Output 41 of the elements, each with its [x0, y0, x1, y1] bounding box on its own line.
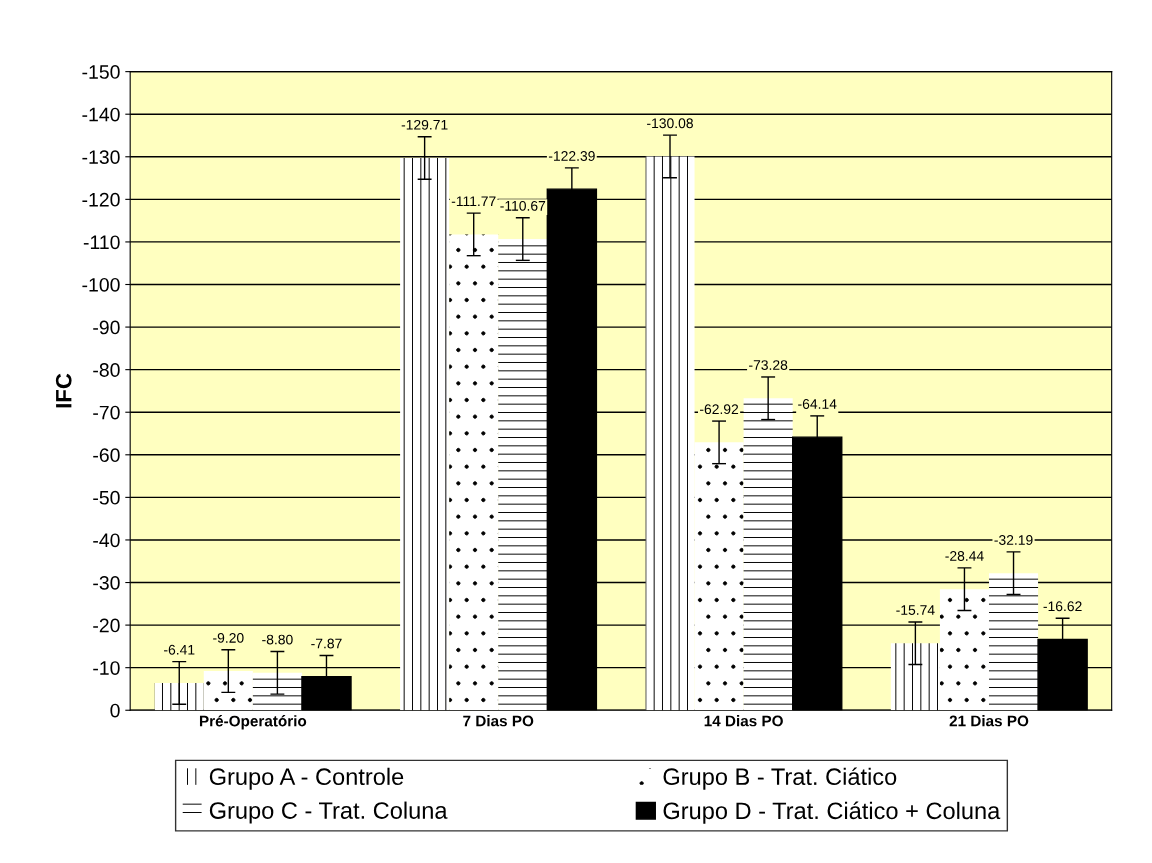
legend-label: Grupo D - Trat. Ciático + Coluna [663, 801, 1001, 824]
y-tick-label: -80 [93, 363, 120, 377]
data-label: -122.39 [548, 151, 595, 161]
x-tick-label: 14 Dias PO [704, 715, 783, 727]
y-tick-label: 0 [110, 703, 120, 718]
data-label: -73.28 [749, 360, 788, 370]
y-tick-label: -70 [93, 405, 120, 420]
x-tick-label: 7 Dias PO [463, 715, 534, 727]
data-label: -111.77 [451, 196, 496, 206]
y-tick-label: -50 [93, 490, 120, 505]
legend-label: Grupo C - Trat. Coluna [209, 801, 448, 824]
y-tick-label: -20 [93, 618, 120, 633]
y-tick-label: -130 [82, 150, 120, 165]
y-tick-label: -150 [82, 65, 120, 79]
data-label: -64.14 [798, 399, 837, 409]
legend-label: Grupo A - Controle [209, 767, 404, 790]
data-label: -15.74 [896, 605, 935, 615]
data-label: -129.71 [401, 119, 448, 130]
y-tick-label: -90 [93, 320, 120, 335]
y-tick-label: -40 [93, 533, 120, 548]
y-tick-label: -140 [82, 107, 120, 122]
x-tick-label: 21 Dias PO [949, 715, 1029, 727]
data-label: -130.08 [647, 118, 693, 129]
data-label: -16.62 [1043, 601, 1082, 612]
data-label: -62.92 [700, 404, 739, 415]
y-axis-title: IFC [55, 373, 72, 408]
data-label: -110.67 [500, 200, 546, 211]
data-label: -7.87 [311, 638, 342, 649]
data-label: -8.80 [262, 634, 293, 645]
data-label: -28.44 [945, 551, 984, 561]
data-label: -32.19 [994, 535, 1033, 545]
data-label: -9.20 [213, 632, 244, 643]
y-tick-label: -110 [83, 235, 120, 250]
y-tick-label: -120 [82, 192, 120, 207]
legend-label: Grupo B - Trat. Ciático [663, 767, 897, 790]
y-tick-label: -10 [93, 661, 120, 675]
y-tick-label: -100 [82, 277, 120, 292]
y-tick-label: -30 [93, 575, 120, 590]
y-tick-label: -60 [93, 448, 120, 463]
x-tick-label: Pré-Operatório [199, 715, 307, 730]
data-label: -6.41 [164, 644, 195, 655]
